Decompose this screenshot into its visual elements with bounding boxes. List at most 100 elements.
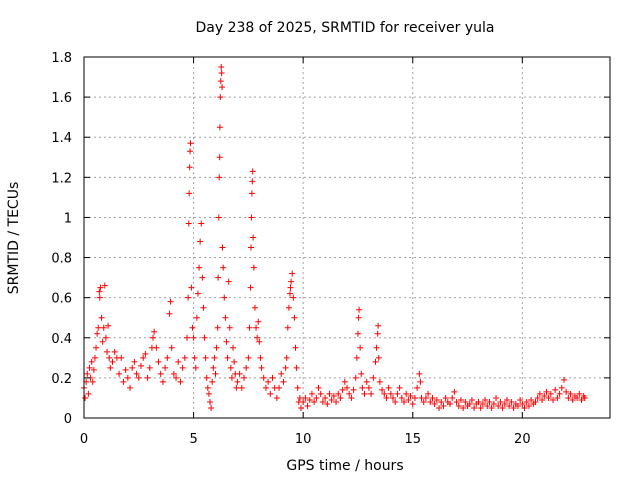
data-point <box>534 394 541 401</box>
data-point <box>211 354 218 361</box>
data-point <box>390 394 397 401</box>
data-point <box>300 398 307 405</box>
data-point <box>122 366 129 373</box>
y-tick-label: 1.8 <box>51 51 72 66</box>
y-tick-label: 1.4 <box>51 131 72 146</box>
data-point <box>127 384 134 391</box>
data-point <box>581 394 588 401</box>
data-point <box>218 70 225 77</box>
data-point <box>200 304 207 311</box>
data-point <box>495 402 502 409</box>
data-point <box>196 264 203 271</box>
data-point <box>451 388 458 395</box>
data-point <box>375 354 382 361</box>
data-point <box>293 364 300 371</box>
data-point <box>420 398 427 405</box>
x-tick-label: 20 <box>514 432 531 447</box>
data-point <box>217 94 224 101</box>
data-point <box>240 374 247 381</box>
data-point <box>442 394 449 401</box>
data-point <box>563 388 570 395</box>
y-tick-label: 0 <box>64 412 72 427</box>
data-point <box>356 306 363 313</box>
data-point <box>159 378 166 385</box>
data-point <box>269 374 276 381</box>
data-point <box>213 344 220 351</box>
data-point <box>246 324 253 331</box>
data-point <box>578 396 585 403</box>
data-point <box>85 390 92 397</box>
data-point <box>550 396 557 403</box>
y-tick-label: 0.2 <box>51 372 72 387</box>
data-point <box>98 314 105 321</box>
data-point <box>545 394 552 401</box>
data-point <box>302 394 309 401</box>
plot-frame <box>83 56 611 419</box>
data-point <box>374 330 381 337</box>
data-point <box>383 394 390 401</box>
data-point <box>431 400 438 407</box>
data-point <box>223 338 230 345</box>
data-point <box>245 354 252 361</box>
data-point <box>337 394 344 401</box>
data-point <box>247 284 254 291</box>
data-point <box>170 370 177 377</box>
data-point <box>257 354 264 361</box>
data-point <box>215 274 222 281</box>
data-point <box>416 370 423 377</box>
data-layer <box>81 64 588 411</box>
data-point <box>453 398 460 405</box>
x-axis-label: GPS time / hours <box>286 458 403 474</box>
data-point <box>436 404 443 411</box>
y-tick-label: 0.8 <box>51 252 72 267</box>
data-point <box>260 374 267 381</box>
data-point <box>414 384 421 391</box>
data-point <box>387 390 394 397</box>
data-point <box>417 378 424 385</box>
data-point <box>554 394 561 401</box>
data-point <box>306 396 313 403</box>
data-point <box>197 238 204 245</box>
data-point <box>233 384 240 391</box>
data-point <box>204 384 211 391</box>
data-point <box>194 290 201 297</box>
data-point <box>86 364 93 371</box>
data-point <box>157 370 164 377</box>
data-point <box>205 390 212 397</box>
data-point <box>265 378 272 385</box>
data-point <box>267 390 274 397</box>
data-point <box>368 390 375 397</box>
data-point <box>91 354 98 361</box>
data-point <box>519 400 526 407</box>
data-point <box>528 396 535 403</box>
data-point <box>186 190 193 197</box>
data-point <box>84 370 91 377</box>
data-point <box>220 264 227 271</box>
y-tick-label: 1.6 <box>51 91 72 106</box>
data-point <box>107 364 114 371</box>
data-point <box>116 370 123 377</box>
data-point <box>189 324 196 331</box>
data-point <box>427 398 434 405</box>
data-point <box>129 364 136 371</box>
data-point <box>140 354 147 361</box>
tick-layer: 0 0.2 0.4 0.6 0.8 1 1.2 1.4 1.6 1.8 0 5 10 15 20 <box>51 51 610 447</box>
data-point <box>398 394 405 401</box>
data-point <box>385 384 392 391</box>
data-point <box>460 404 467 411</box>
data-point <box>521 404 528 411</box>
data-point <box>118 354 125 361</box>
data-point <box>248 190 255 197</box>
data-point <box>217 78 224 85</box>
data-point <box>106 354 113 361</box>
data-point <box>493 394 500 401</box>
data-point <box>335 390 342 397</box>
data-point <box>455 402 462 409</box>
data-point <box>348 394 355 401</box>
data-point <box>361 390 368 397</box>
data-point <box>365 384 372 391</box>
x-tick-label: 10 <box>295 432 312 447</box>
data-point <box>216 154 223 161</box>
data-point <box>273 394 280 401</box>
data-point <box>354 330 361 337</box>
